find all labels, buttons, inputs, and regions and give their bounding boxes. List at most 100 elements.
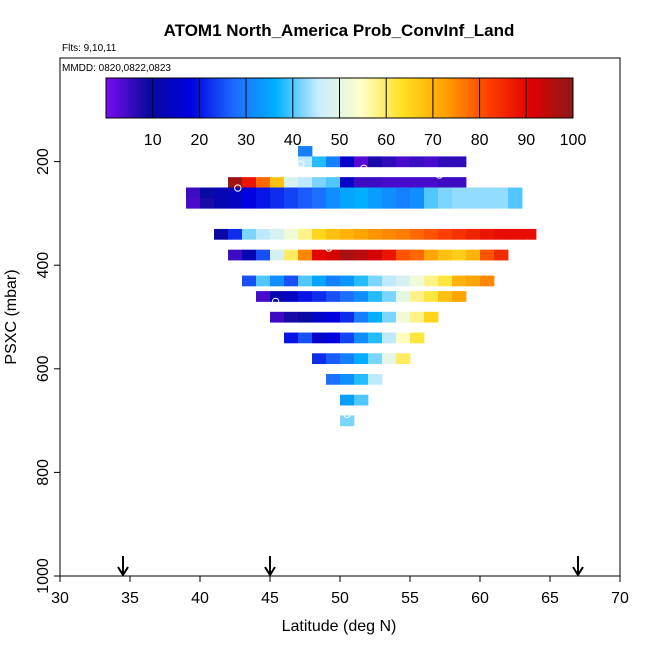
heatmap-cell [354, 249, 369, 261]
heatmap-cell [186, 187, 201, 199]
heatmap-cell [270, 228, 285, 240]
heatmap-cell [424, 228, 439, 240]
heatmap-cell [326, 332, 341, 344]
flight-markers [182, 160, 532, 419]
heatmap-cell [480, 249, 495, 261]
heatmap-cell [508, 187, 523, 199]
heatmap-cell [298, 275, 313, 287]
heatmap-cell [312, 156, 327, 168]
heatmap-cell [256, 275, 271, 287]
heatmap-cell [284, 177, 299, 188]
x-axis-label: Latitude (deg N) [282, 618, 397, 635]
heatmap-cell [480, 228, 495, 240]
heatmap-cell [312, 291, 327, 302]
heatmap-cell [228, 228, 243, 240]
heatmap-cell [340, 373, 355, 385]
heatmap-cell [298, 177, 313, 188]
heatmap-cell [452, 291, 467, 302]
heatmap-cell [284, 311, 299, 323]
heatmap-cell [396, 156, 411, 168]
heatmap-cell [354, 373, 369, 385]
heatmap-cell [466, 275, 481, 287]
heatmap-cell [312, 353, 327, 365]
heatmap-cell [410, 187, 425, 199]
heatmap-cell [284, 275, 299, 287]
flight-marker [523, 239, 532, 248]
x-tick-label-50: 50 [331, 590, 349, 607]
colorbar: 10 20 30 40 50 60 70 80 90 100 [105, 77, 586, 149]
x-tick-label-60: 60 [471, 590, 489, 607]
heatmap-cell [354, 177, 369, 188]
heatmap-cell [494, 187, 509, 199]
heatmap-cell [396, 353, 411, 365]
colorbar-tick-70: 70 [424, 132, 442, 149]
heatmap-cell [270, 197, 285, 209]
heatmap-cell [284, 187, 299, 199]
heatmap-cell [340, 249, 355, 261]
heatmap-cell [228, 187, 243, 199]
heatmap-cell [312, 275, 327, 287]
heatmap-cell [340, 156, 355, 168]
colorbar-tick-80: 80 [471, 132, 489, 149]
flight-marker [182, 211, 190, 220]
flight-marker [360, 164, 368, 173]
x-axis: 30 35 40 45 50 55 60 65 70 [51, 576, 629, 607]
heatmap-cell [396, 311, 411, 323]
heatmap-cell [228, 249, 243, 261]
heatmap-cell [424, 291, 439, 302]
heatmap-cell [256, 228, 271, 240]
y-tick-label-600: 600 [35, 355, 52, 382]
heatmap-cell [200, 197, 215, 209]
heatmap-cell [340, 187, 355, 199]
heatmap-cell [242, 187, 257, 199]
heatmap-cell [340, 353, 355, 365]
heatmap-cell [424, 177, 439, 188]
y-tick-label-200: 200 [35, 148, 52, 175]
heatmap-cell [424, 197, 439, 209]
heatmap-cell [396, 275, 411, 287]
heatmap-cell [452, 156, 467, 168]
heatmap-cell [214, 197, 229, 209]
heatmap-cell [298, 146, 313, 157]
colorbar-tick-60: 60 [377, 132, 395, 149]
heatmap-cell [200, 187, 215, 199]
heatmap-cell [382, 187, 397, 199]
heatmap-cell [382, 197, 397, 209]
heatmap-cell [438, 249, 453, 261]
heatmap-cell [452, 228, 467, 240]
heatmap-cell [396, 332, 411, 344]
heatmap-cell [256, 291, 271, 302]
heatmap-cell [368, 249, 383, 261]
chart-title: ATOM1 North_America Prob_ConvInf_Land [164, 21, 515, 40]
heatmap-cell [410, 177, 425, 188]
x-tick-label-40: 40 [191, 590, 209, 607]
heatmap-cell [242, 177, 257, 188]
heatmap-cell [424, 275, 439, 287]
colorbar-frame [105, 77, 574, 119]
heatmap-cell [340, 394, 355, 406]
heatmap-cell [326, 197, 341, 209]
heatmap-cell [326, 311, 341, 323]
y-axis: 200 400 600 800 1000 [35, 148, 60, 594]
heatmap-cell [494, 228, 509, 240]
heatmap-cell [228, 197, 243, 209]
heatmap-cell [396, 291, 411, 302]
heatmap-cell [368, 228, 383, 240]
colorbar-tick-50: 50 [331, 132, 349, 149]
heatmap-cell [284, 291, 299, 302]
heatmap-cell [326, 373, 341, 385]
heatmap-cell [424, 249, 439, 261]
heatmap-cell [242, 228, 257, 240]
heatmap-cell [508, 197, 523, 209]
heatmap-cell [382, 332, 397, 344]
heatmap-cell [354, 197, 369, 209]
heatmap-cell [396, 228, 411, 240]
heatmap-cell [396, 187, 411, 199]
heatmap-cell [340, 197, 355, 209]
flight-marker [343, 410, 351, 419]
x-tick-label-55: 55 [401, 590, 419, 607]
heatmap-cell [354, 291, 369, 302]
heatmap-cell [312, 249, 327, 261]
heatmap-cell [438, 275, 453, 287]
y-axis-label: PSXC (mbar) [3, 269, 20, 364]
